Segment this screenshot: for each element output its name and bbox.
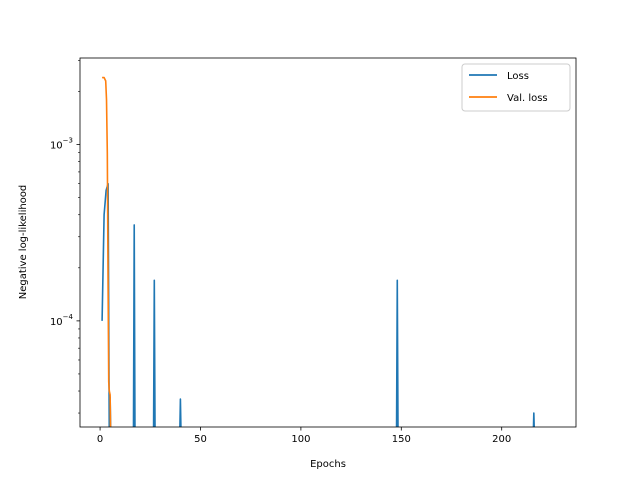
x-tick-label: 200: [492, 434, 511, 445]
y-tick-label: 10−4: [50, 313, 74, 328]
x-tick-label: 50: [194, 434, 207, 445]
legend-label-loss: Loss: [507, 71, 529, 82]
legend: Loss Val. loss: [461, 63, 571, 112]
legend-label-val-loss: Val. loss: [507, 93, 548, 104]
y-tick-label: 10−3: [50, 137, 73, 152]
x-tick-label: 0: [97, 434, 103, 445]
series-line-val-loss: [102, 76, 112, 427]
ticks-layer: 0 50 100 150 200 10−4 10−3: [50, 60, 511, 445]
x-tick-label: 150: [392, 434, 411, 445]
x-tick-label: 100: [291, 434, 310, 445]
series-layer: [101, 76, 535, 427]
y-axis-label: Negative log-likelihood: [18, 185, 29, 300]
x-axis-label: Epochs: [310, 459, 346, 470]
plot-area-frame: [79, 57, 577, 428]
